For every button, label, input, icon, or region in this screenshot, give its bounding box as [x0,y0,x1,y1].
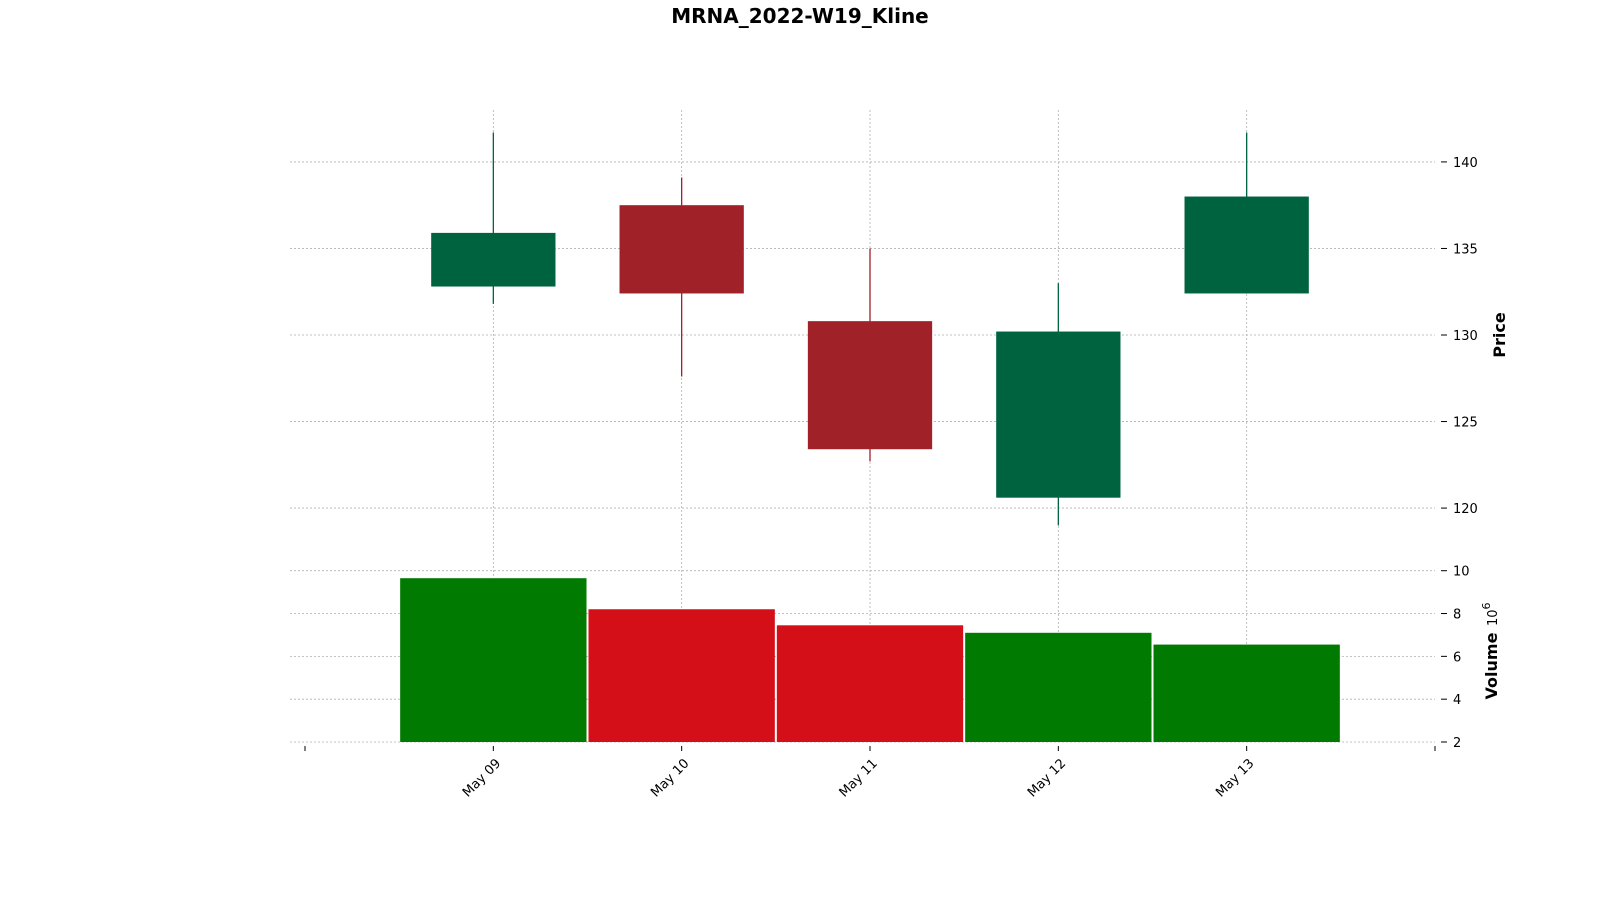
chart-title: MRNA_2022-W19_Kline [671,4,929,28]
x-tick-label: May 10 [648,756,692,800]
price-tick-label: 140 [1453,156,1478,171]
x-tick-label: May 11 [837,756,881,800]
volume-bar [1153,644,1340,742]
volume-bar [965,632,1152,742]
volume-offset-label: 106 [1480,602,1501,626]
price-tick-label: 135 [1453,242,1478,257]
candle-body [431,232,556,287]
x-tick-label: May 12 [1025,756,1069,800]
volume-bar [776,625,964,742]
volume-tick-label: 8 [1453,608,1461,623]
candle-body [807,321,933,450]
volume-offset-exponent: 6 [1480,602,1493,609]
candle-body [1184,196,1309,294]
volume-tick-label: 6 [1453,650,1461,665]
volume-bar [588,609,775,742]
x-tick-label: May 13 [1213,756,1257,800]
volume-offset-base: 10 [1486,609,1501,626]
candle-body [996,331,1121,498]
volume-bar [400,578,587,742]
price-axis-title: Price [1490,312,1509,358]
volume-tick-label: 4 [1453,693,1461,708]
volume-tick-label: 2 [1453,736,1461,751]
volume-tick-label: 10 [1453,565,1470,580]
volume-axis-title: Volume [1482,632,1501,699]
price-tick-label: 120 [1453,502,1478,517]
price-tick-label: 125 [1453,416,1478,431]
candle-body [619,205,744,294]
price-tick-label: 130 [1453,329,1478,344]
x-tick-label: May 09 [460,756,504,800]
